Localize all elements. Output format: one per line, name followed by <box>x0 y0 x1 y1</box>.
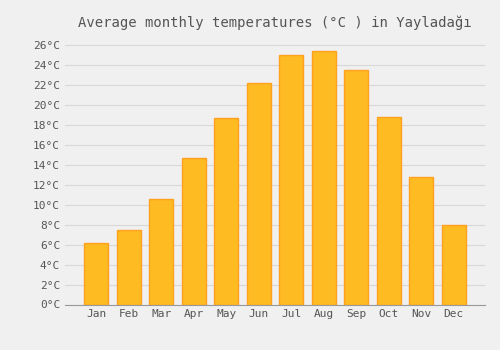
Bar <box>344 70 368 304</box>
Bar <box>312 51 336 304</box>
Bar <box>214 118 238 304</box>
Bar <box>182 158 206 304</box>
Bar <box>376 117 401 304</box>
Bar <box>246 83 271 304</box>
Bar <box>279 55 303 304</box>
Bar <box>442 225 466 304</box>
Bar <box>409 177 434 304</box>
Bar <box>116 230 141 304</box>
Title: Average monthly temperatures (°C ) in Yayladağı: Average monthly temperatures (°C ) in Ya… <box>78 15 472 30</box>
Bar <box>149 199 174 304</box>
Bar <box>84 243 108 304</box>
